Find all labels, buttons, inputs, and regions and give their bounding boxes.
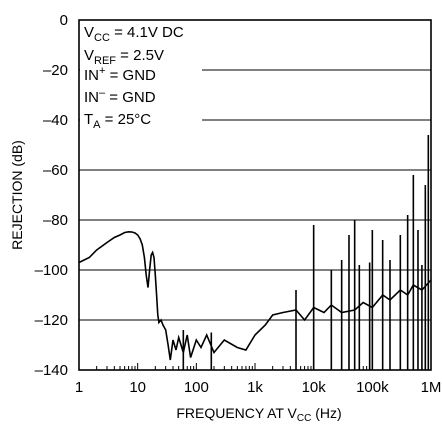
y-tick-label: –120	[35, 312, 68, 329]
x-tick-label: 10	[129, 379, 146, 396]
y-axis-title: REJECTION (dB)	[9, 140, 25, 250]
annotation-line: IN+ = GND	[84, 65, 156, 84]
x-tick-labels: 1 10 100 1k 10k 100k 1M	[75, 363, 442, 396]
plot-area	[78, 135, 432, 370]
annotation-line: TA = 25°C	[84, 111, 151, 131]
x-tick-label: 1k	[247, 379, 263, 396]
y-tick-label: –100	[35, 262, 68, 279]
y-tick-label: –80	[43, 212, 68, 229]
y-tick-labels: 0 –20 –40 –60 –80 –100 –120 –140	[35, 12, 68, 379]
y-tick-label: –60	[43, 162, 68, 179]
x-tick-label: 100	[184, 379, 209, 396]
x-tick-label: 1M	[421, 379, 442, 396]
x-tick-label: 10k	[302, 379, 327, 396]
annotation-line: VCC = 4.1V DC	[84, 24, 184, 44]
y-tick-label: –40	[43, 112, 68, 129]
y-tick-label: 0	[60, 12, 68, 29]
plot-frame	[78, 19, 432, 371]
annotation-background	[80, 21, 202, 127]
annotation-line: VREF = 2.5V	[84, 47, 164, 67]
annotation-line: IN– = GND	[84, 87, 156, 106]
x-tick-label: 100k	[356, 379, 389, 396]
y-tick-label: –140	[35, 362, 68, 379]
x-axis-title: FREQUENCY AT VCC (Hz)	[176, 405, 341, 424]
x-tick-label: 1	[75, 379, 83, 396]
y-tick-label: –20	[43, 62, 68, 79]
rejection-curve	[78, 230, 432, 361]
